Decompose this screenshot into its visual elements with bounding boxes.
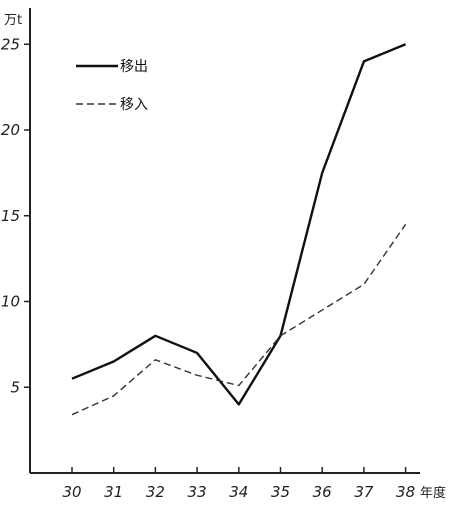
series-lines bbox=[71, 43, 407, 416]
axis-ticks: 5 10 15 20 25 30 31 32 33 34 35 36 37 38 bbox=[1, 35, 415, 501]
x-tick-label: 36 bbox=[313, 483, 332, 501]
y-tick-label: 10 bbox=[1, 293, 20, 311]
x-tick-label: 30 bbox=[62, 483, 81, 501]
y-tick-label: 20 bbox=[1, 121, 20, 139]
x-tick-label: 32 bbox=[146, 483, 165, 501]
legend-label: 移出 bbox=[120, 59, 148, 75]
x-tick-label: 38 bbox=[396, 483, 415, 501]
y-tick-label: 5 bbox=[10, 378, 20, 396]
x-tick-label: 34 bbox=[229, 483, 248, 501]
y-tick-label: 15 bbox=[1, 207, 20, 225]
x-tick-label: 37 bbox=[354, 483, 374, 501]
x-unit-label: 年度 bbox=[420, 485, 446, 501]
y-unit-label: 万t bbox=[4, 13, 22, 28]
x-tick-label: 33 bbox=[188, 483, 207, 501]
y-tick-label: 25 bbox=[1, 35, 20, 53]
legend-label: 移入 bbox=[120, 97, 148, 113]
x-tick-label: 35 bbox=[271, 483, 290, 501]
x-tick-label: 31 bbox=[104, 483, 123, 501]
series-line-dashed bbox=[71, 223, 407, 416]
series-line-solid bbox=[71, 43, 407, 406]
